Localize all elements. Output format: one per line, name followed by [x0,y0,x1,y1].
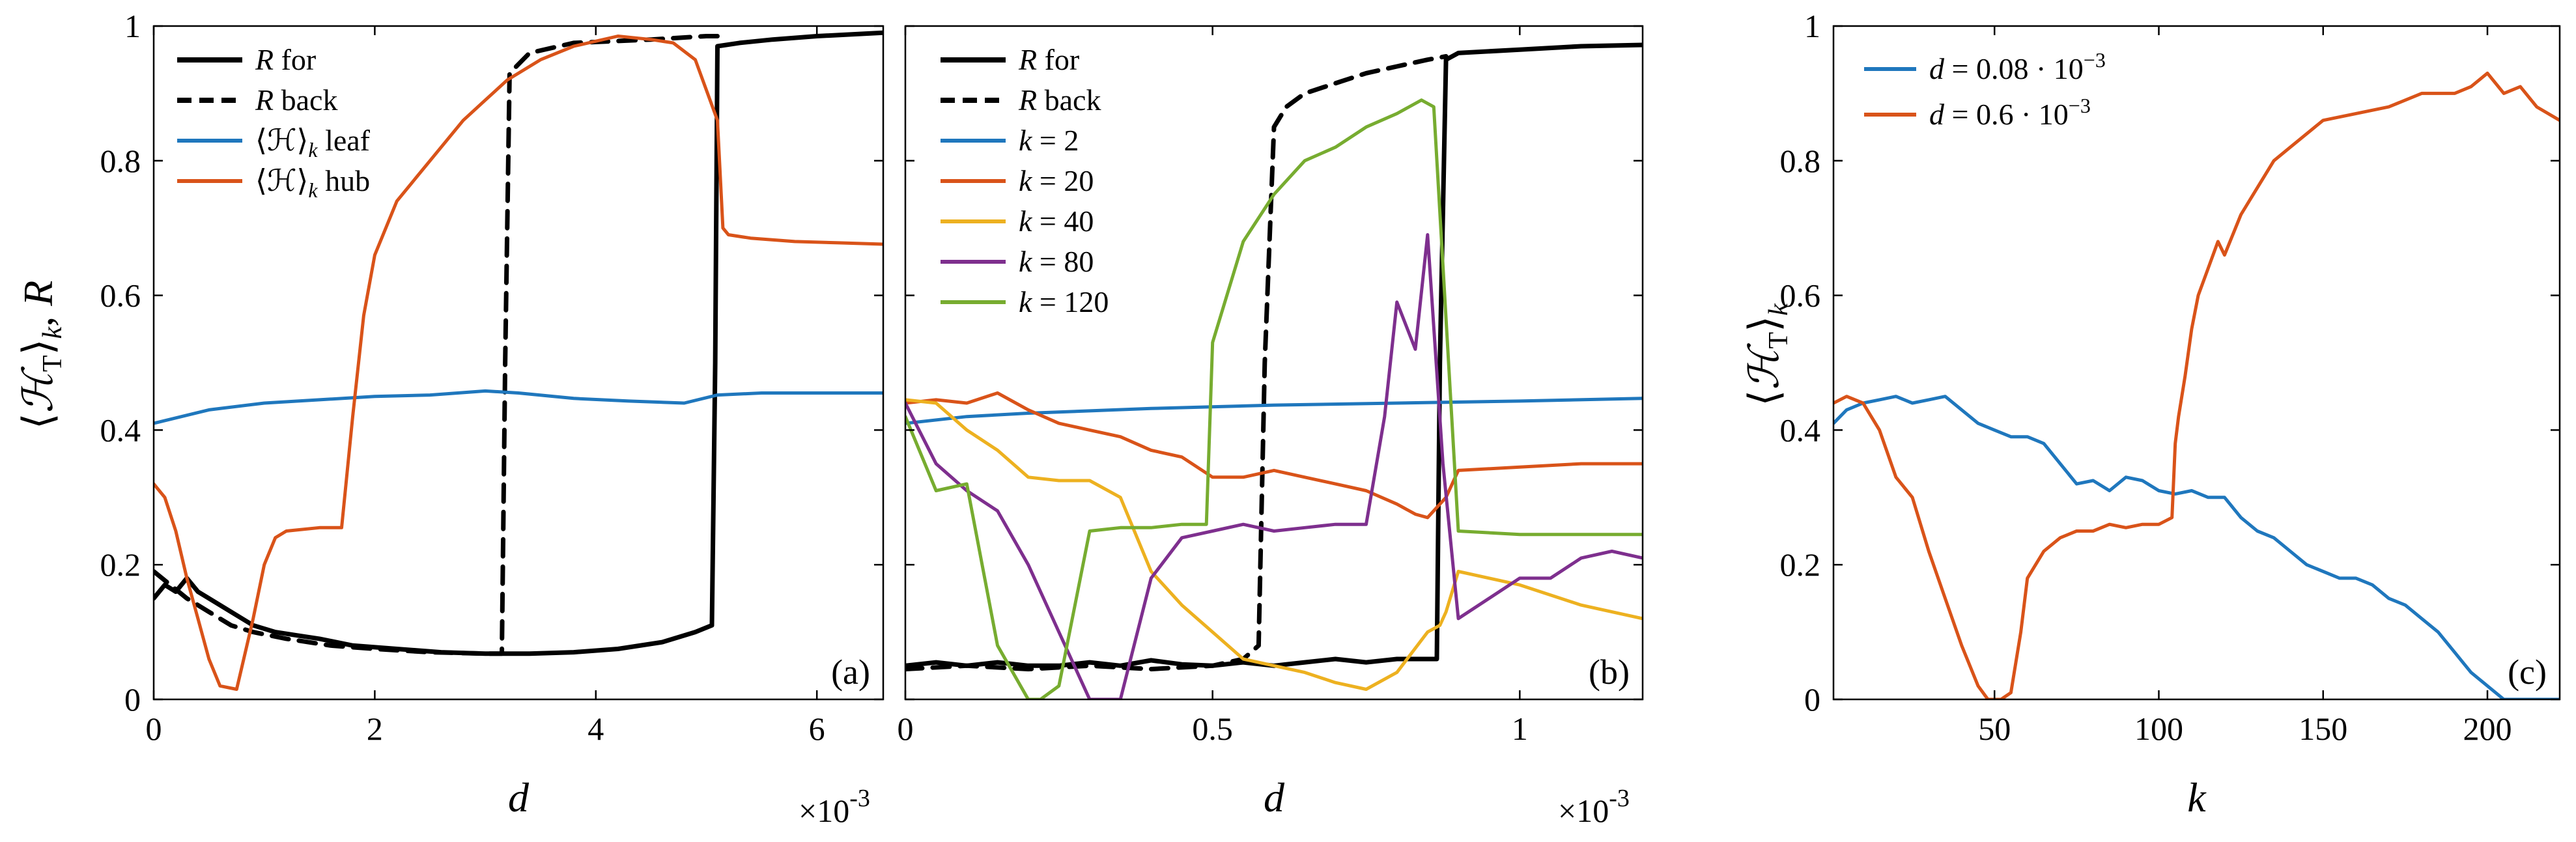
legend-entry: k = 80 [1019,245,1094,278]
xtick-label: 0 [146,710,162,747]
series-a-3 [154,35,883,691]
axes-frame-b [904,25,1644,701]
legend-entry: k = 120 [1019,285,1109,318]
x-multiplier-b: ×10-3 [1558,785,1630,829]
panel-c: 50 100 150 200 0 0.2 0.4 0.6 0.8 1 k (c) d = 0.08 · … [1780,8,2561,821]
ytick-label: 0.4 [1780,412,1821,448]
panel-label-b: (b) [1589,653,1630,692]
legend-entry: k = 20 [1019,164,1094,197]
legend-entry: R back [1018,83,1101,117]
series-c-0 [1833,395,2560,699]
legend-entry: k = 40 [1019,204,1094,238]
xlabel-c: k [2187,774,2207,821]
series-b-2 [905,397,1643,425]
series-b-4 [905,398,1643,691]
legend-entry: k = 2 [1019,124,1079,157]
svg-text:⟨ℋT⟩k, R: ⟨ℋT⟩k, R [15,281,68,430]
series-c-1 [1833,71,2560,699]
ylabel-c: ⟨ℋT⟩k [1741,303,1794,406]
legend-entry: R for [255,43,316,76]
legend-entry: d = 0.6 · 10−3 [1929,94,2091,131]
series-b-6 [905,98,1643,699]
ytick-label: 0 [1804,681,1820,718]
series-b-3 [905,391,1643,520]
series-a-1 [154,34,720,656]
ytick-label: 0.2 [100,546,141,583]
svg-text:⟨ℋT⟩k: ⟨ℋT⟩k [1741,303,1794,406]
legend-b: R for R back k = 2 k = 20 k = 40 k = 80 k = 12… [941,43,1109,318]
legend-a: R for R back ⟨ℋ⟩k leaf⟨ℋ⟩k hub [177,43,371,202]
panel-b: 0 0.5 1 d ×10-3 (b) R for R back k = 2 k = 20 k = … [898,25,1644,829]
ytick-label: 0.6 [100,277,141,314]
xlabel-b: d [1264,774,1285,821]
panel-label-c: (c) [2508,653,2547,692]
panel-a: 0 2 4 6 0 0.2 0.4 0.6 0.8 1 d ×10-3 (a) R for R back ⟨ℋ… [100,8,885,829]
xtick-label: 50 [1978,710,2011,747]
xtick-label: 0.5 [1192,710,1233,747]
panel-label-a: (a) [831,653,870,692]
series-b-0 [905,42,1643,668]
ytick-label: 0.8 [1780,143,1821,179]
x-multiplier-a: ×10-3 [799,785,870,829]
legend-entry: d = 0.08 · 10−3 [1929,48,2106,85]
ytick-label: 1 [124,8,141,44]
axes-frame-a [152,25,885,701]
ytick-label: 1 [1804,8,1820,44]
legend-entry: R back [255,83,337,117]
series-b-5 [905,233,1643,699]
xlabel-a: d [508,774,530,821]
xtick-label: 2 [367,710,383,747]
series-a-2 [154,389,883,425]
ytick-label: 0.8 [100,143,141,179]
xtick-label: 150 [2299,710,2347,747]
xtick-label: 100 [2134,710,2183,747]
ytick-label: 0.2 [1780,546,1821,583]
xtick-label: 1 [1512,710,1528,747]
xtick-label: 6 [809,710,825,747]
ytick-label: 0.6 [1780,277,1821,314]
legend-c: d = 0.08 · 10−3 d = 0.6 · 10−3 [1864,48,2106,131]
legend-entry: ⟨ℋ⟩k leaf [255,124,371,161]
legend-entry: R for [1018,43,1079,76]
series-b-1 [905,54,1449,671]
xtick-label: 0 [898,710,914,747]
axes-frame-c [1832,25,2561,701]
xtick-label: 4 [587,710,604,747]
legend-entry: ⟨ℋ⟩k hub [255,164,370,202]
xtick-label: 200 [2463,710,2512,747]
ytick-label: 0 [124,681,141,718]
ylabel-a: ⟨ℋT⟩k, R [15,281,68,430]
ytick-label: 0.4 [100,412,141,448]
